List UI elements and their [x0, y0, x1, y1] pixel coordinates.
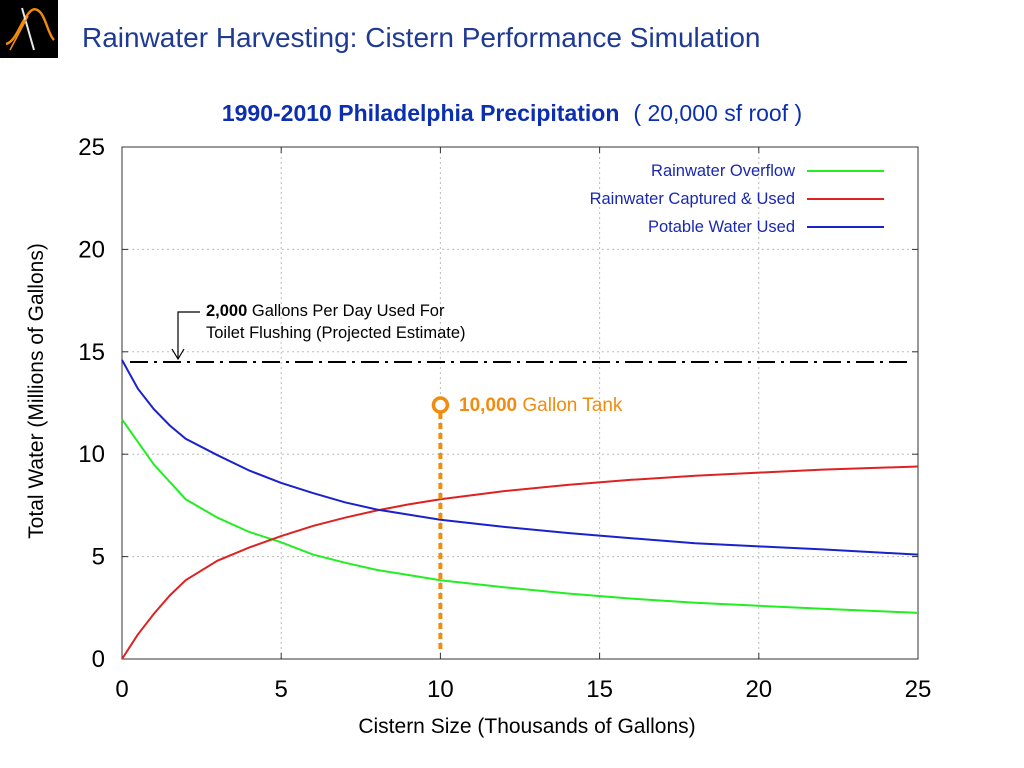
tank-marker-circle: [431, 396, 450, 414]
y-tick-label: 10: [78, 441, 105, 468]
series-line: [121, 359, 919, 556]
sine-wave-logo-icon: [0, 0, 58, 58]
annotation-arrowhead: [171, 348, 185, 361]
chart-title: 1990-2010 Philadelphia Precipitation: [221, 100, 620, 126]
x-tick-label: 10: [427, 676, 454, 703]
annotation-line1: Gallons Per Day Used For: [247, 302, 445, 320]
tank-label-rest: Gallon Tank: [517, 395, 623, 416]
x-tick-label: 0: [115, 676, 128, 703]
legend-label: Potable Water Used: [648, 218, 795, 236]
chart-subtitle: ( 20,000 sf roof ): [633, 100, 803, 126]
series-line: [121, 465, 919, 660]
legend-label: Rainwater Overflow: [651, 162, 795, 180]
x-axis-label: Cistern Size (Thousands of Gallons): [358, 715, 696, 738]
x-tick-label: 15: [586, 676, 613, 703]
y-tick-label: 5: [92, 544, 105, 571]
x-tick-label: 20: [745, 676, 772, 703]
series-line: [121, 418, 919, 614]
y-tick-label: 15: [78, 339, 105, 366]
annotation-line2: Toilet Flushing (Projected Estimate): [206, 324, 466, 342]
tank-label-bold: 10,000: [459, 395, 518, 416]
reference-line-annotation: 2,000 Gallons Per Day Used For Toilet Fl…: [206, 300, 466, 344]
annotation-leader: [177, 311, 200, 358]
slide-title: Rainwater Harvesting: Cistern Performanc…: [82, 22, 761, 53]
plot-frame: [121, 146, 919, 660]
tank-marker-label: 10,000 Gallon Tank: [459, 395, 622, 417]
chart-title-block: 1990-2010 Philadelphia Precipitation ( 20…: [0, 100, 1024, 127]
y-tick-label: 20: [78, 236, 105, 263]
x-tick-label: 5: [275, 676, 288, 703]
x-tick-label: 25: [905, 676, 932, 703]
legend-label: Rainwater Captured & Used: [590, 190, 795, 208]
y-tick-label: 25: [78, 134, 105, 161]
annotation-bold: 2,000: [206, 302, 248, 320]
y-tick-label: 0: [92, 646, 105, 673]
y-axis-label: Total Water (Millions of Gallons): [25, 243, 48, 539]
